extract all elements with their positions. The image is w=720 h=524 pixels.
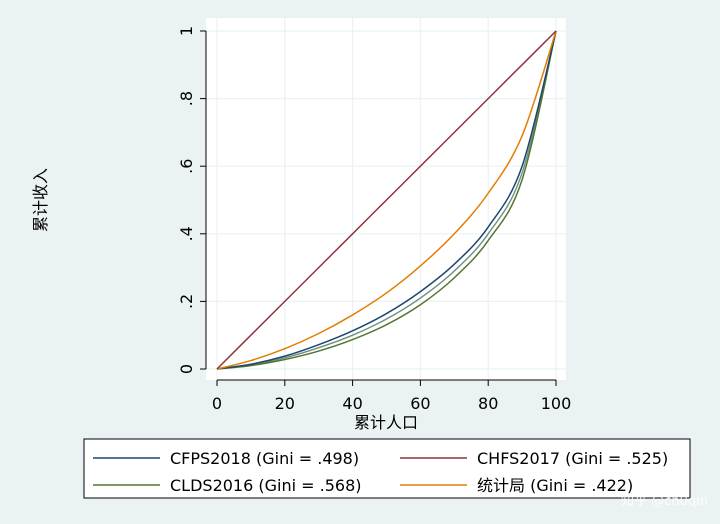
x-axis-title: 累计人口: [354, 413, 418, 432]
y-tick-label: 0: [177, 364, 196, 374]
x-tick-label: 60: [410, 394, 430, 413]
y-tick-label: .4: [177, 226, 196, 241]
series-line: [216, 30, 557, 370]
x-tick-label: 100: [541, 394, 572, 413]
series-line-extra: [216, 30, 557, 370]
x-tick-label: 40: [342, 394, 362, 413]
y-tick-label: .6: [177, 159, 196, 174]
series-line: [216, 30, 557, 370]
y-tick-label: .2: [177, 294, 196, 309]
y-tick-label: .8: [177, 91, 196, 106]
x-tick-label: 20: [275, 394, 295, 413]
series-line: [216, 30, 557, 370]
x-tick-label: 80: [478, 394, 498, 413]
y-axis-title: 累计收入: [31, 168, 50, 232]
y-tick-label: 1: [177, 26, 196, 36]
legend: CFPS2018 (Gini = .498) CHFS2017 (Gini = .…: [83, 438, 691, 499]
x-tick-label: 0: [212, 394, 222, 413]
legend-label: CLDS2016 (Gini = .568): [170, 476, 361, 495]
axes: 0 20 40 60 80 100 0 .2 .4 .6 .8 1: [177, 26, 571, 413]
series-line: [216, 30, 557, 370]
legend-label: CHFS2017 (Gini = .525): [477, 449, 668, 468]
legend-label: CFPS2018 (Gini = .498): [170, 449, 359, 468]
legend-label: 统计局 (Gini = .422): [477, 476, 633, 495]
legend-box: [83, 438, 691, 499]
watermark: 知乎 @chuqin: [621, 493, 708, 509]
lorenz-curves: [216, 30, 557, 370]
